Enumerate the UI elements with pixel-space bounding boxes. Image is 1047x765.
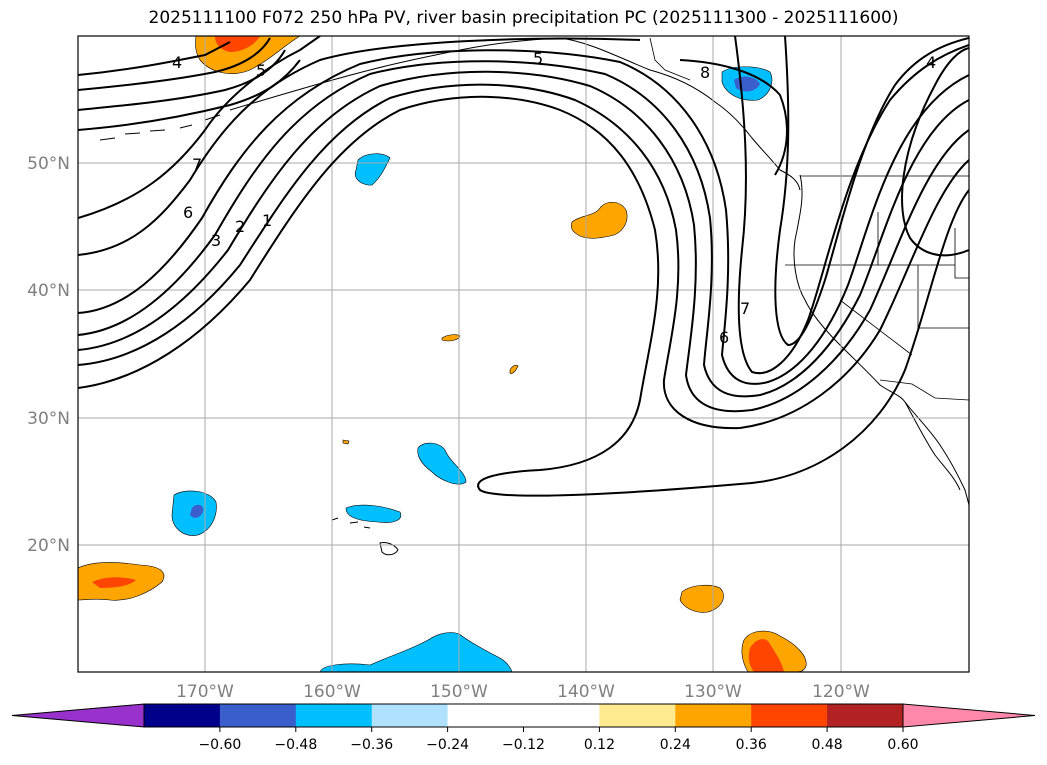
colorbar-tick-label: −0.48 — [274, 737, 317, 753]
border-ak-canada — [649, 37, 691, 81]
contour-label: 2 — [235, 217, 245, 236]
colorbar-tick-label: −0.60 — [198, 737, 241, 753]
lat-labels: 50°N 40°N 30°N 20°N — [27, 154, 70, 556]
map-area: 4 5 5 8 4 7 6 3 2 1 6 7 — [78, 36, 969, 672]
pv-contour-7 — [78, 36, 969, 347]
colorbar-tick-label: 0.60 — [887, 737, 918, 753]
coastline-west-coast — [793, 174, 969, 506]
colorbar-under-arrow — [11, 703, 145, 728]
pv-contour-8 — [78, 37, 301, 131]
gridlines — [78, 36, 969, 672]
precip-red-topleft — [215, 36, 260, 52]
colorbar-segment — [599, 704, 676, 727]
pv-contour-5 — [78, 49, 969, 385]
precip-cyan-bottom — [319, 632, 513, 672]
precip-cyan-2 — [354, 153, 391, 186]
pv-contour-4 — [78, 60, 969, 398]
colorbar-tick-label: −0.24 — [426, 737, 469, 753]
pv-contour-2 — [78, 83, 969, 430]
contour-label: 5 — [533, 49, 543, 68]
contour-label: 3 — [211, 231, 221, 250]
contour-label: 7 — [740, 299, 750, 318]
colorbar-tick-label: 0.24 — [660, 737, 691, 753]
contour-label: 5 — [256, 61, 266, 80]
contour-label: 7 — [192, 155, 202, 174]
coastline-alaska — [229, 37, 801, 191]
coastlines — [99, 37, 969, 556]
coastline-hawaii-big — [379, 542, 399, 556]
precip-red-left — [92, 577, 136, 588]
lon-label-120w: 120°W — [812, 682, 870, 702]
colorbar-segment — [447, 704, 524, 727]
borders — [649, 37, 969, 401]
lon-label-130w: 130°W — [684, 682, 742, 702]
border-us-mexico — [879, 379, 969, 401]
coastline-aleutians — [99, 114, 221, 141]
lon-label-160w: 160°W — [303, 682, 361, 702]
colorbar-segment — [295, 704, 373, 727]
precip-orange-dot2 — [509, 364, 519, 374]
lat-label-40n: 40°N — [27, 281, 70, 301]
contour-label: 4 — [172, 53, 182, 72]
pv-contour-right-a — [901, 47, 969, 257]
colorbar-tick-label: 0.36 — [736, 737, 767, 753]
colorbar-tick-label: −0.12 — [502, 737, 545, 753]
lon-labels: 170°W 160°W 150°W 140°W 130°W 120°W — [176, 682, 870, 702]
precip-shading — [78, 36, 807, 672]
contour-label: 6 — [719, 328, 729, 347]
contour-labels: 4 5 5 8 4 7 6 3 2 1 6 7 — [172, 49, 936, 347]
coastline-baja — [904, 401, 961, 491]
colorbar-segment — [675, 704, 752, 727]
pv-contour-main — [78, 95, 969, 497]
contour-label: 4 — [926, 53, 936, 72]
colorbar-segment — [751, 704, 828, 727]
precip-cyan-3 — [417, 442, 467, 485]
lon-label-170w: 170°W — [176, 682, 234, 702]
colorbar: −0.60 −0.48 −0.36 −0.24 −0.12 0.12 0.24 0.36 0.4… — [11, 703, 1036, 753]
map-frame — [77, 35, 970, 673]
lat-label-20n: 20°N — [27, 536, 70, 556]
colorbar-segment — [144, 704, 221, 727]
lat-label-30n: 30°N — [27, 409, 70, 429]
map-title: 2025111100 F072 250 hPa PV, river basin … — [148, 8, 899, 28]
coastline-hawaii-small — [331, 517, 371, 529]
colorbar-over-arrow — [902, 703, 1036, 728]
precip-orange-dot3 — [342, 439, 350, 445]
precip-orange-dot1 — [441, 334, 461, 342]
lon-label-140w: 140°W — [557, 682, 615, 702]
pv-contour-3 — [78, 70, 969, 413]
precip-red-bottomright — [748, 639, 784, 672]
colorbar-segment — [219, 704, 297, 727]
contour-label: 8 — [700, 63, 710, 82]
precip-orange-right — [679, 584, 724, 613]
precip-orange-mid — [570, 201, 628, 239]
lat-label-50n: 50°N — [27, 154, 70, 174]
contour-label: 1 — [262, 211, 272, 230]
precip-cyan-4 — [345, 504, 402, 523]
colorbar-segment — [523, 704, 600, 727]
lon-label-150w: 150°W — [430, 682, 488, 702]
colorbar-tick-label: 0.48 — [812, 737, 843, 753]
precip-blue-1 — [190, 504, 204, 518]
contour-label: 6 — [183, 203, 193, 222]
pv-contours — [78, 36, 969, 497]
colorbar-segment — [827, 704, 904, 727]
colorbar-tick-label: −0.36 — [350, 737, 393, 753]
colorbar-tick-label: 0.12 — [584, 737, 615, 753]
colorbar-segment — [371, 704, 449, 727]
pv-contour-top — [679, 59, 788, 176]
